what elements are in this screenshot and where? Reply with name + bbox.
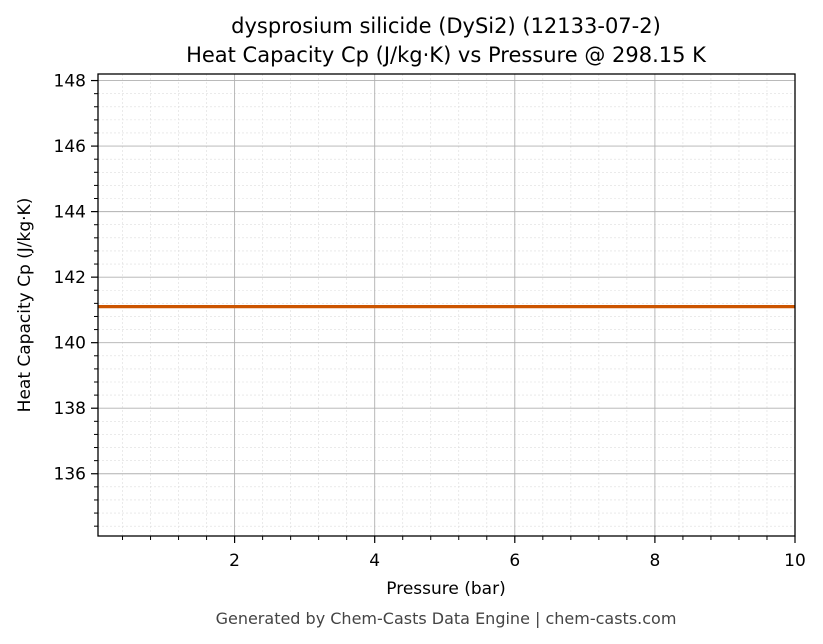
major-grid: [98, 74, 796, 536]
plot-frame: [97, 73, 796, 537]
y-tick-label: 144: [54, 203, 86, 223]
y-tick-label: 138: [54, 399, 86, 419]
x-tick-label: 4: [369, 551, 380, 571]
y-axis-label: Heat Capacity Cp (J/kg·K): [15, 198, 35, 413]
x-tick-label: 6: [509, 551, 520, 571]
x-axis-label: Pressure (bar): [386, 579, 505, 599]
y-tick-label: 142: [54, 268, 86, 288]
x-tick-label: 8: [649, 551, 660, 571]
x-tick-label: 10: [784, 551, 806, 571]
y-tick-label: 148: [54, 72, 86, 92]
axis-ticks: [91, 79, 796, 543]
footer-credit: Generated by Chem-Casts Data Engine | ch…: [216, 609, 677, 628]
chart-subtitle: Heat Capacity Cp (J/kg·K) vs Pressure @ …: [186, 43, 707, 67]
x-tick-label: 2: [229, 551, 240, 571]
y-tick-label: 140: [54, 334, 86, 354]
y-tick-label: 136: [54, 465, 86, 485]
minor-grid: [98, 74, 795, 536]
y-tick-label: 146: [54, 137, 86, 157]
tick-labels: 2 4 6 8 10 136 138 140 142 144 146 148: [54, 72, 806, 571]
chart-title: dysprosium silicide (DySi2) (12133-07-2): [231, 14, 661, 38]
